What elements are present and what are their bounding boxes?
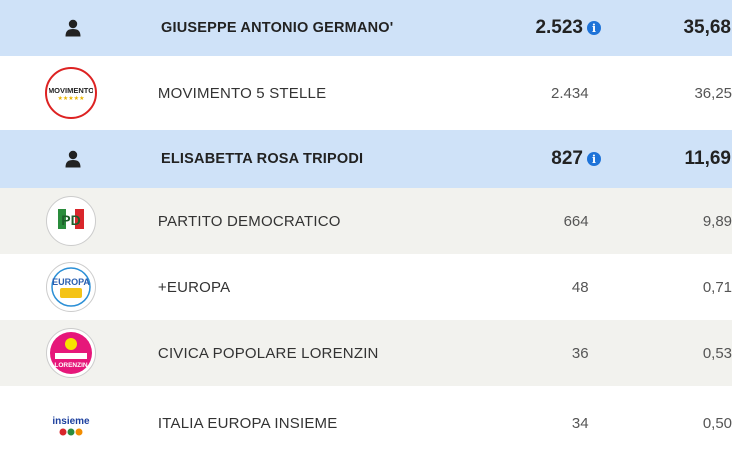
logo-text: PD [62,212,81,228]
party-row: EUROPA +EUROPA 48 0,71 [0,254,732,320]
italia-europa-insieme-logo: insieme [46,398,97,448]
party-row: insieme ITALIA EUROPA INSIEME 34 0,50 [0,386,732,460]
svg-text:★★★★★: ★★★★★ [58,95,85,102]
info-icon[interactable]: i [587,21,601,35]
logo-text: MOVIMENTO [49,86,93,95]
party-name: CIVICA POPOLARE LORENZIN [157,344,379,362]
candidate-name: ELISABETTA ROSA TRIPODI [161,151,364,167]
partito-democratico-logo: PD [46,196,97,246]
candidate-votes: 827 i [451,148,609,170]
party-votes: 664 [563,212,589,230]
person-icon [0,150,146,168]
party-percent: 36,25 [694,84,732,102]
civica-popolare-logo: LORENZIN [46,328,97,378]
party-name: ITALIA EUROPA INSIEME [157,414,338,432]
party-votes: 36 [571,344,589,362]
party-votes: 34 [571,414,589,432]
candidate-percent: 11,69 [684,148,732,169]
party-name: MOVIMENTO 5 STELLE [157,84,327,102]
votes-value: 2.523 [535,17,583,38]
party-votes: 48 [571,278,589,296]
party-votes: 2.434 [551,84,589,102]
logo-text: insieme [53,416,91,427]
party-name: +EUROPA [157,278,231,296]
movimento-5-stelle-logo: MOVIMENTO ★★★★★ [45,67,98,119]
person-icon [0,19,146,37]
info-icon[interactable]: i [587,152,601,166]
party-row: MOVIMENTO ★★★★★ MOVIMENTO 5 STELLE 2.434… [0,56,732,130]
logo-text: EUROPA [53,277,91,287]
party-percent: 0,53 [702,344,732,362]
party-row: LORENZIN CIVICA POPOLARE LORENZIN 36 0,5… [0,320,732,386]
candidate-row: ELISABETTA ROSA TRIPODI 827 i 11,69 [0,130,732,188]
party-percent: 9,89 [702,212,732,230]
party-percent: 0,71 [702,278,732,296]
logo-text: LORENZIN [55,362,89,369]
votes-value: 827 [551,148,583,169]
party-name: PARTITO DEMOCRATICO [157,212,341,230]
candidate-votes: 2.523 i [451,17,609,39]
piu-europa-logo: EUROPA [46,262,97,312]
party-percent: 0,50 [702,414,732,432]
candidate-percent: 35,68 [683,17,731,38]
party-row: PD PARTITO DEMOCRATICO 664 9,89 [0,188,732,254]
candidate-name: GIUSEPPE ANTONIO GERMANO' [161,20,394,36]
candidate-row: GIUSEPPE ANTONIO GERMANO' 2.523 i 35,68 [0,0,732,56]
